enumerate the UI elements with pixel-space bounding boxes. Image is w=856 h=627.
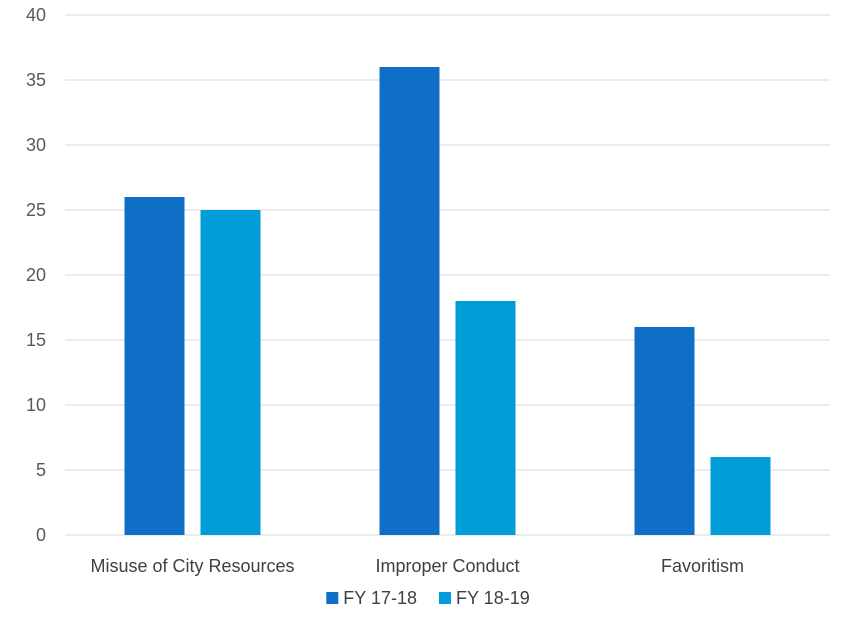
bar-fy18-19: [710, 457, 771, 535]
y-tick-label: 40: [26, 5, 46, 25]
y-tick-label: 25: [26, 200, 46, 220]
legend-label: FY 18-19: [456, 588, 530, 608]
y-axis-ticks: 0 5 10 15 20 25 30 35 40: [26, 5, 46, 545]
x-axis-labels: Misuse of City Resources Improper Conduct…: [90, 556, 744, 576]
bar-fy18-19: [455, 301, 516, 535]
x-category-label: Misuse of City Resources: [90, 556, 294, 576]
x-category-label: Improper Conduct: [375, 556, 519, 576]
gridlines: [65, 14, 830, 536]
y-tick-label: 0: [36, 525, 46, 545]
y-tick-label: 15: [26, 330, 46, 350]
legend-swatch: [326, 592, 339, 604]
bar-fy17-18: [634, 327, 695, 535]
y-tick-label: 30: [26, 135, 46, 155]
legend: FY 17-18 FY 18-19: [326, 588, 530, 608]
bars: [124, 67, 771, 535]
y-tick-label: 10: [26, 395, 46, 415]
bar-fy18-19: [200, 210, 261, 535]
bar-fy17-18: [124, 197, 185, 535]
y-tick-label: 20: [26, 265, 46, 285]
y-tick-label: 35: [26, 70, 46, 90]
legend-swatch: [439, 592, 451, 604]
y-tick-label: 5: [36, 460, 46, 480]
bar-fy17-18: [379, 67, 440, 535]
legend-label: FY 17-18: [343, 588, 417, 608]
x-category-label: Favoritism: [661, 556, 744, 576]
